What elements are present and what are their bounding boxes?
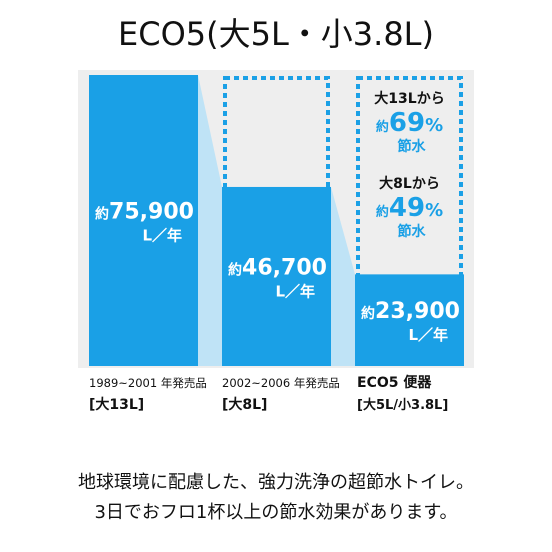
category-sublabel-3: [大5L/小3.8L] xyxy=(357,397,448,413)
footer-line-1: 地球環境に配慮した、強力洗浄の超節水トイレ。 xyxy=(78,472,474,493)
savings-from-2: 大8Lから xyxy=(379,175,440,192)
savings-prefix: 約 xyxy=(376,204,389,220)
savings-suffix-2: 節水 xyxy=(398,223,427,240)
value-number: 46,700 xyxy=(242,255,327,280)
bar-connector-1 xyxy=(198,75,222,366)
page-title: ECO5(大5L・小3.8L) xyxy=(118,15,434,53)
savings-prefix: 約 xyxy=(376,119,389,135)
value-prefix: 約 xyxy=(95,206,109,223)
category-sublabel-2: [大8L] xyxy=(222,396,267,413)
reference-outline-3 xyxy=(356,76,463,365)
savings-percent-2: 約49% xyxy=(376,193,443,223)
value-prefix: 約 xyxy=(228,261,242,278)
value-unit-2: L／年 xyxy=(275,282,315,300)
bar-3 xyxy=(355,274,464,366)
category-sublabel-1: [大13L] xyxy=(89,396,144,413)
value-label-1: 約75,900 xyxy=(95,200,194,225)
category-label-2: 2002~2006 年発売品 xyxy=(222,376,340,390)
value-label-3: 約23,900 xyxy=(361,299,460,324)
savings-number: 49 xyxy=(389,193,425,223)
value-unit-1: L／年 xyxy=(142,227,182,245)
footer-line-2: 3日でおフロ1杯以上の節水効果があります。 xyxy=(94,502,458,523)
savings-unit: % xyxy=(425,200,443,221)
value-number: 23,900 xyxy=(375,299,460,324)
value-prefix: 約 xyxy=(361,305,375,322)
category-label-3: ECO5 便器 xyxy=(357,374,432,391)
savings-percent-1: 約69% xyxy=(376,108,443,138)
savings-from-1: 大13Lから xyxy=(374,90,444,107)
savings-unit: % xyxy=(425,115,443,136)
savings-suffix-1: 節水 xyxy=(398,138,427,155)
value-unit-3: L／年 xyxy=(408,326,448,344)
value-number: 75,900 xyxy=(109,200,194,225)
bar-connector-2 xyxy=(331,186,355,366)
value-label-2: 約46,700 xyxy=(228,255,327,280)
bar-2 xyxy=(222,186,331,366)
bar-1 xyxy=(89,75,198,366)
category-label-1: 1989~2001 年発売品 xyxy=(89,376,207,390)
savings-number: 69 xyxy=(389,108,425,138)
